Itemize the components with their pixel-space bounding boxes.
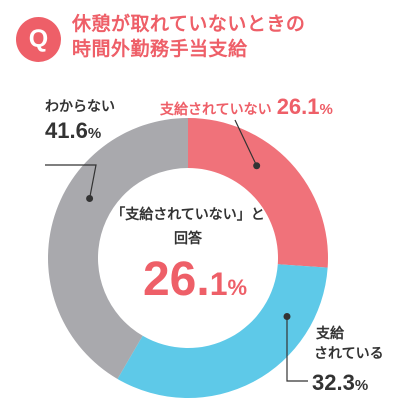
leader-paid-line (286, 316, 308, 382)
label-unpaid: 支給されていない 26.1% (160, 94, 333, 120)
label-paid-number: 32.3% (312, 370, 368, 396)
title-line-2: 時間外勤務手当支給 (72, 38, 248, 60)
label-unpaid-pct: % (319, 101, 333, 118)
label-unpaid-name: 支給されていない (160, 102, 272, 118)
center-caption-line-1: 「支給されていない」と (111, 207, 265, 223)
label-unpaid-value: 26.1 (276, 94, 320, 119)
label-unknown-name: わからない (45, 99, 115, 115)
chart-title: 休憩が取れていないときの 時間外勤務手当支給 (72, 12, 392, 62)
title-line-1: 休憩が取れていないときの (72, 13, 306, 35)
label-paid-name-2: されている (314, 346, 384, 362)
slice-paid (117, 264, 328, 398)
question-badge: Q (16, 17, 61, 62)
label-unknown: わからない 41.6% (45, 96, 115, 144)
slice-unknown (47, 118, 188, 379)
label-paid: 支給 されている (314, 323, 384, 363)
leader-unpaid-dot (253, 162, 261, 170)
label-paid-name-1: 支給 (316, 326, 344, 342)
label-paid-value: 32.3 (312, 370, 355, 395)
center-value: 26.1% (115, 252, 275, 307)
center-value-int: 26. (142, 253, 210, 306)
label-unknown-value: 41.6 (45, 118, 88, 143)
center-value-dec: 1 (209, 266, 228, 302)
center-caption: 「支給されていない」と 回答 (100, 203, 276, 251)
donut-slices (47, 118, 328, 398)
leader-paid-dot (283, 313, 291, 321)
center-value-pct: % (227, 275, 248, 300)
leader-unknown-line (45, 164, 97, 199)
label-unknown-pct: % (87, 125, 102, 142)
leader-unpaid-line (234, 119, 258, 167)
center-caption-line-2: 回答 (174, 231, 202, 247)
leader-lines (45, 119, 308, 382)
label-paid-pct: % (354, 377, 369, 394)
slice-unpaid (188, 118, 328, 268)
leader-unknown-dot (86, 194, 94, 202)
